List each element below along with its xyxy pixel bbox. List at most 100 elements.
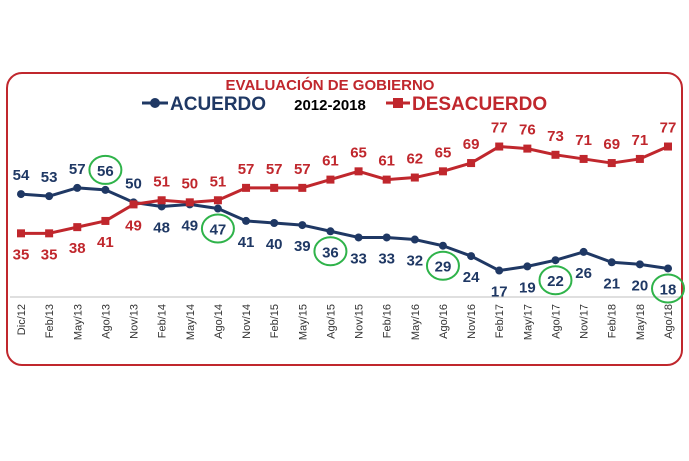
data-label-acuerdo: 41 <box>238 234 255 251</box>
data-label-acuerdo: 53 <box>41 169 58 186</box>
x-tick-label: Feb/13 <box>44 304 56 338</box>
data-label-desacuerdo: 35 <box>13 246 30 263</box>
point-acuerdo <box>45 192 54 201</box>
x-tick-label: Ago/15 <box>325 304 337 339</box>
data-label-acuerdo: 47 <box>210 222 227 239</box>
point-acuerdo <box>664 264 672 273</box>
x-tick-label: Feb/16 <box>382 304 394 338</box>
legend: ACUERDO DESACUERDO <box>142 94 547 115</box>
point-acuerdo <box>270 219 279 227</box>
point-desacuerdo <box>382 175 391 184</box>
data-label-acuerdo: 57 <box>69 161 86 178</box>
legend-desacuerdo-label: DESACUERDO <box>412 94 547 115</box>
point-acuerdo <box>551 256 560 265</box>
x-tick-label: Ago/18 <box>663 304 675 339</box>
highlight-circle <box>425 250 460 281</box>
chart-marks: 54 53 57 56 50 48 49 47 41 40 39 36 33 33 32 29 24 17 19 22… <box>13 120 685 340</box>
data-label-desacuerdo: 38 <box>69 240 86 257</box>
point-desacuerdo <box>298 183 307 192</box>
data-label-desacuerdo: 69 <box>463 136 480 153</box>
highlight-circle <box>313 236 348 267</box>
point-desacuerdo <box>438 167 447 176</box>
point-desacuerdo <box>129 200 138 209</box>
x-tick-label: May/16 <box>410 304 422 340</box>
data-label-desacuerdo: 35 <box>41 246 58 263</box>
point-acuerdo <box>213 204 222 213</box>
point-desacuerdo <box>551 150 560 159</box>
x-tick-label: Dic/12 <box>16 304 28 335</box>
data-label-desacuerdo: 61 <box>322 153 339 170</box>
point-acuerdo <box>635 260 644 269</box>
data-label-acuerdo: 33 <box>378 250 395 267</box>
x-tick-label: Nov/15 <box>354 304 366 339</box>
data-label-desacuerdo: 49 <box>125 217 142 234</box>
point-desacuerdo <box>270 183 279 192</box>
x-tick-label: May/17 <box>522 304 534 340</box>
legend-acuerdo-marker <box>150 98 160 108</box>
point-acuerdo <box>101 185 110 194</box>
point-acuerdo <box>438 241 447 250</box>
data-label-acuerdo: 24 <box>463 269 480 286</box>
point-acuerdo <box>579 247 588 256</box>
data-label-acuerdo: 17 <box>491 284 508 301</box>
data-label-acuerdo: 18 <box>660 281 677 298</box>
point-acuerdo <box>73 183 82 192</box>
point-acuerdo <box>607 258 616 267</box>
point-desacuerdo <box>242 183 251 192</box>
point-desacuerdo <box>664 142 672 151</box>
point-acuerdo <box>242 216 251 225</box>
point-desacuerdo <box>101 216 110 225</box>
data-label-acuerdo: 32 <box>406 253 423 270</box>
highlight-circle <box>538 265 573 296</box>
point-desacuerdo <box>410 173 419 182</box>
legend-desacuerdo-marker <box>393 98 403 108</box>
data-label-acuerdo: 26 <box>575 265 592 282</box>
point-acuerdo <box>326 227 335 236</box>
data-label-desacuerdo: 62 <box>406 151 423 168</box>
point-desacuerdo <box>467 159 476 168</box>
data-label-acuerdo: 21 <box>603 275 620 292</box>
data-label-desacuerdo: 51 <box>210 173 227 190</box>
point-acuerdo <box>298 221 307 230</box>
data-label-desacuerdo: 77 <box>491 120 508 137</box>
point-acuerdo <box>467 252 476 261</box>
data-label-desacuerdo: 65 <box>350 144 367 161</box>
data-label-acuerdo: 49 <box>181 217 198 234</box>
data-label-desacuerdo: 77 <box>660 120 677 137</box>
data-label-desacuerdo: 76 <box>519 122 536 139</box>
data-label-desacuerdo: 65 <box>435 144 452 161</box>
data-label-desacuerdo: 41 <box>97 234 114 251</box>
point-desacuerdo <box>523 144 532 153</box>
data-label-desacuerdo: 71 <box>632 132 649 149</box>
point-desacuerdo <box>157 196 166 205</box>
x-tick-label: May/13 <box>72 304 84 340</box>
x-tick-label: May/15 <box>297 304 309 340</box>
x-tick-label: Ago/14 <box>213 304 225 339</box>
x-tick-label: Nov/14 <box>241 304 253 339</box>
x-tick-label: Nov/13 <box>129 304 141 339</box>
x-tick-label: Nov/17 <box>579 304 591 339</box>
data-label-desacuerdo: 57 <box>294 161 311 178</box>
highlight-circle <box>88 154 123 185</box>
x-tick-label: Nov/16 <box>466 304 478 339</box>
data-label-acuerdo: 19 <box>519 279 536 296</box>
point-desacuerdo <box>495 142 504 151</box>
x-tick-label: Feb/18 <box>607 304 619 338</box>
data-label-acuerdo: 33 <box>350 250 367 267</box>
point-desacuerdo <box>607 159 616 168</box>
data-label-desacuerdo: 73 <box>547 128 564 145</box>
legend-acuerdo-label: ACUERDO <box>170 94 266 115</box>
x-tick-label: Feb/17 <box>494 304 506 338</box>
x-tick-label: Ago/13 <box>100 304 112 339</box>
point-acuerdo <box>354 233 363 242</box>
point-desacuerdo <box>213 196 222 205</box>
point-desacuerdo <box>45 229 54 238</box>
x-tick-label: May/14 <box>185 304 197 340</box>
x-tick-label: Ago/17 <box>550 304 562 339</box>
data-label-desacuerdo: 50 <box>181 175 198 192</box>
point-acuerdo <box>523 262 532 271</box>
data-label-acuerdo: 54 <box>13 167 30 184</box>
data-label-desacuerdo: 61 <box>378 153 395 170</box>
chart-title: EVALUACIÓN DE GOBIERNO <box>226 76 435 94</box>
